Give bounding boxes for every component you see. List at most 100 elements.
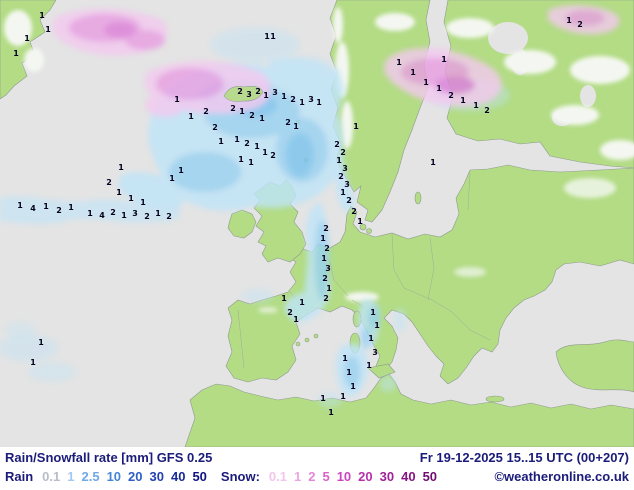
- map-value: 1: [39, 11, 45, 20]
- map-value: 1: [17, 201, 23, 210]
- map-value: 1: [353, 122, 359, 131]
- rain-scale-value: 2.5: [81, 469, 100, 484]
- map-value: 1: [155, 209, 161, 218]
- map-value: 1: [188, 112, 194, 121]
- map-value: 1: [357, 217, 363, 226]
- map-value: 2: [144, 212, 150, 221]
- map-value: 1: [239, 107, 245, 116]
- copyright: ©weatheronline.co.uk: [494, 469, 629, 484]
- lake-onega: [580, 85, 596, 107]
- land-iceland-top: [223, 85, 264, 102]
- map-value: 1: [140, 198, 146, 207]
- map-value: 1: [121, 211, 127, 220]
- map-value: 1: [342, 354, 348, 363]
- map-value: 2: [340, 148, 346, 157]
- map-canvas: [0, 0, 634, 447]
- map-value: 2: [230, 104, 236, 113]
- map-value: 1: [441, 55, 447, 64]
- map-value: 1: [293, 315, 299, 324]
- map-value: 1: [38, 338, 44, 347]
- map-value: 2: [285, 118, 291, 127]
- map-value: 2: [351, 207, 357, 216]
- land-ireland: [227, 209, 257, 239]
- land-funen: [366, 228, 372, 234]
- map-value: 2: [323, 294, 329, 303]
- map-value: 3: [372, 348, 378, 357]
- land-balearic-3: [313, 333, 319, 339]
- rain-scale-value: 1: [67, 469, 75, 484]
- map-value: 3: [246, 90, 252, 99]
- map-value: 1: [328, 408, 334, 417]
- land-gotland: [414, 191, 422, 205]
- map-value: 2: [249, 111, 255, 120]
- map-value: 3: [132, 209, 138, 218]
- map-value: 2: [110, 208, 116, 217]
- land-europe: [225, 164, 634, 385]
- map-value: 2: [166, 212, 172, 221]
- map-value: 1: [24, 34, 30, 43]
- map-value: 1: [366, 361, 372, 370]
- map-value: 1: [281, 294, 287, 303]
- map-value: 1: [45, 25, 51, 34]
- map-value: 2: [287, 308, 293, 317]
- map-value: 1: [566, 16, 572, 25]
- map-value: 2: [324, 244, 330, 253]
- map-value: 1: [320, 394, 326, 403]
- map-value: 1: [293, 122, 299, 131]
- map-value: 3: [342, 164, 348, 173]
- map-value: 1: [336, 156, 342, 165]
- map-value: 1: [263, 91, 269, 100]
- snow-scale-value: 20: [358, 469, 373, 484]
- rain-scale-value: 50: [192, 469, 207, 484]
- forecast-datetime: Fr 19-12-2025 15..15 UTC (00+207): [419, 450, 629, 465]
- land-zealand: [359, 223, 367, 231]
- map-value: 1: [299, 298, 305, 307]
- map-value: 2: [212, 123, 218, 132]
- map-value: 4: [30, 204, 36, 213]
- snow-scale: 0.1 1 2 5 10 20 30 40 50: [269, 469, 437, 484]
- map-value: 1: [321, 254, 327, 263]
- map-value: 2: [106, 178, 112, 187]
- map-value: 1: [374, 321, 380, 330]
- map-value: 1: [116, 188, 122, 197]
- map-value: 1: [473, 101, 479, 110]
- land-crete: [485, 395, 505, 403]
- map-value: 1: [43, 202, 49, 211]
- map-value: 1: [410, 68, 416, 77]
- map-value: 1: [316, 98, 322, 107]
- map-value: 1: [436, 84, 442, 93]
- land-balearic-2: [304, 337, 310, 343]
- snow-cover: [4, 7, 634, 313]
- map-value: 3: [344, 180, 350, 189]
- rain-scale-value: 20: [128, 469, 143, 484]
- map-value: 1: [118, 163, 124, 172]
- map-value: 3: [325, 264, 331, 273]
- land-anatolia: [555, 339, 634, 393]
- map-value: 1: [169, 174, 175, 183]
- map-value: 2: [334, 140, 340, 149]
- map-value: 3: [308, 95, 314, 104]
- map-value: 1: [326, 284, 332, 293]
- map-value: 1: [87, 209, 93, 218]
- map-value: 2: [338, 172, 344, 181]
- map-value: 2: [270, 151, 276, 160]
- map-value: 1: [430, 158, 436, 167]
- map-title: Rain/Snowfall rate [mm] GFS 0.25: [5, 450, 213, 465]
- map-value: 1: [423, 78, 429, 87]
- snow-scale-value: 1: [293, 469, 302, 484]
- map-value: 1: [259, 114, 265, 123]
- rain-scale-value: 0.1: [42, 469, 61, 484]
- rain-legend-label: Rain: [5, 469, 34, 484]
- map-value: 1: [340, 392, 346, 401]
- map-value: 1: [396, 58, 402, 67]
- map-value: 1: [218, 137, 224, 146]
- map-value: 1: [238, 155, 244, 164]
- land-sicily: [367, 363, 396, 379]
- map-value: 1: [178, 166, 184, 175]
- map-value: 1: [13, 49, 19, 58]
- map-value: 1: [128, 194, 134, 203]
- snow-scale-value: 40: [401, 469, 416, 484]
- map-value: 2: [448, 91, 454, 100]
- map-value: 1: [264, 32, 270, 41]
